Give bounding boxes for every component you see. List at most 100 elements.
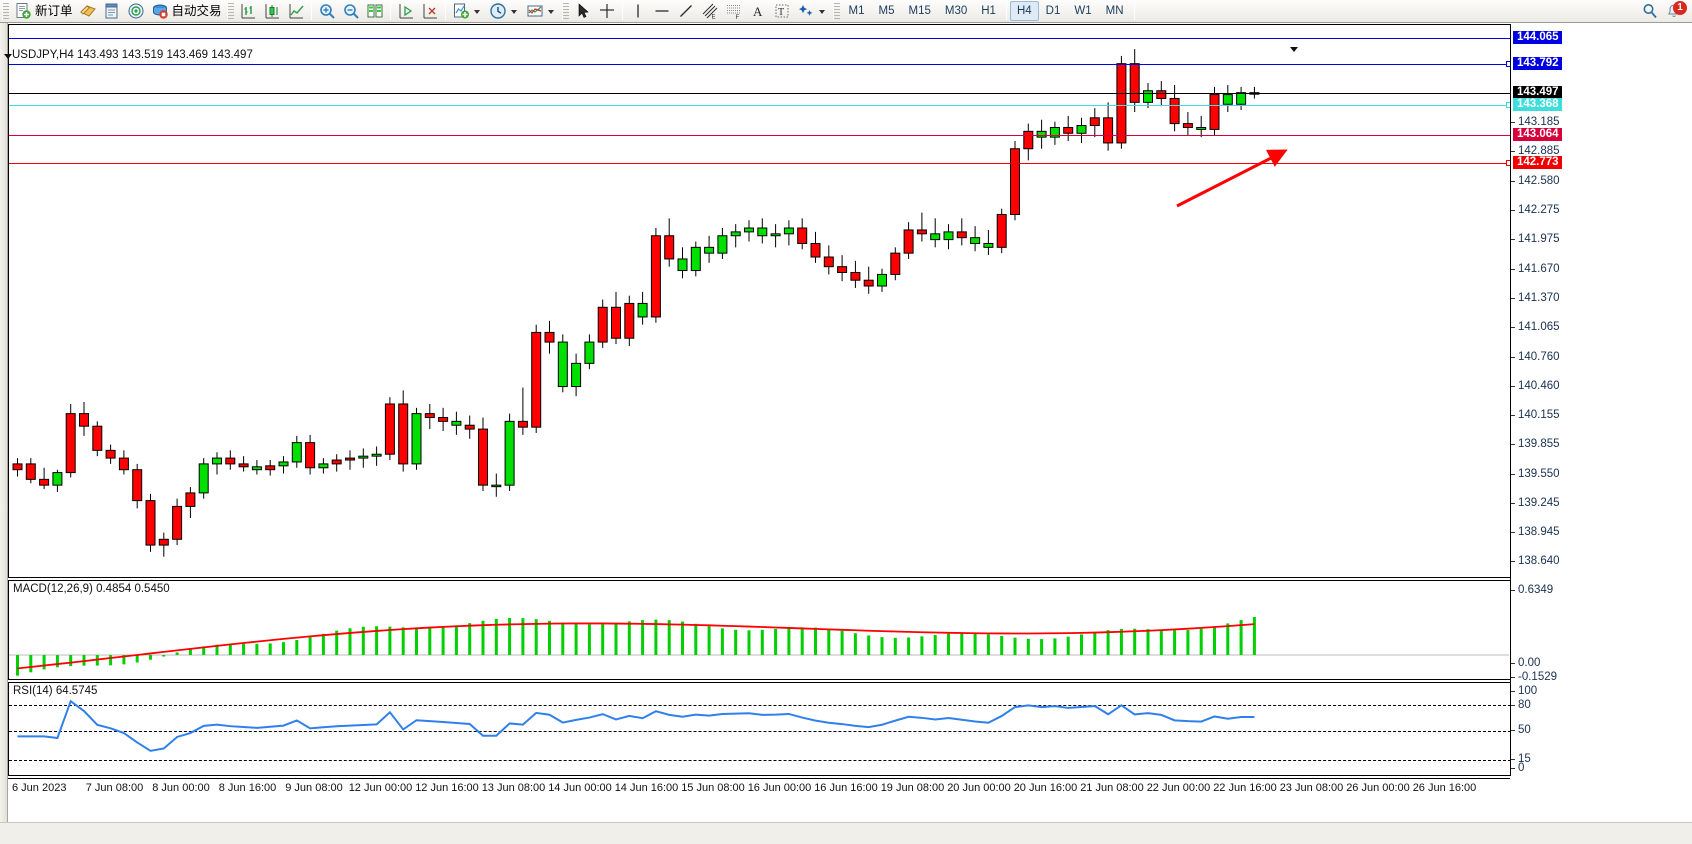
shapes-button[interactable] — [794, 1, 831, 22]
stop-red-line-tag[interactable]: 142.773 — [1513, 155, 1562, 169]
macd-histogram-bar — [1213, 626, 1216, 655]
price-axis[interactable]: 143.185 142.885 142.580 142.275 141.975 141.6… — [1510, 24, 1692, 776]
macd-histogram-bar — [627, 621, 631, 655]
upper-blue-line-tag[interactable]: 144.065 — [1513, 31, 1562, 45]
data-window-button[interactable] — [100, 1, 124, 22]
zoom-out-icon — [342, 2, 360, 20]
macd-histogram-bar — [880, 637, 884, 655]
candle-body — [1222, 94, 1233, 105]
trendline-button[interactable] — [674, 1, 698, 22]
macd-histogram-bar — [1053, 638, 1057, 655]
price-tick: 142.885 — [1511, 145, 1692, 158]
zoom-in-button[interactable] — [315, 1, 339, 22]
notifications-button[interactable]: 1 — [1662, 0, 1687, 22]
macd-histogram-bar — [654, 619, 658, 655]
new-order-label: 新订单 — [35, 3, 73, 18]
timeframe-d1[interactable]: D1 — [1045, 5, 1061, 17]
new-order-button[interactable]: 新订单 — [11, 1, 76, 22]
macd-histogram-bar — [228, 643, 232, 655]
add-indicator-caret-icon[interactable] — [473, 10, 480, 14]
period-button[interactable] — [486, 1, 523, 22]
timeframe-h1[interactable]: H1 — [981, 5, 996, 17]
macd-histogram-bar — [827, 628, 831, 655]
macd-label: MACD(12,26,9) 0.4854 0.5450 — [13, 583, 170, 595]
navigator-button[interactable] — [124, 1, 148, 22]
candle-body — [451, 420, 462, 426]
text-label-button[interactable]: T — [770, 1, 794, 22]
timeframe-h4[interactable]: H4 — [1009, 1, 1039, 21]
search-button[interactable] — [1638, 1, 1662, 22]
timeframe-m15[interactable]: M15 — [908, 5, 931, 17]
price-tick-label: 140.460 — [1518, 379, 1560, 392]
macd-histogram-bar — [135, 655, 139, 663]
tile-windows-icon — [366, 2, 384, 20]
line-chart-button[interactable] — [284, 1, 308, 22]
candle-body — [172, 505, 183, 540]
timeframe-mn[interactable]: MN — [1105, 5, 1124, 17]
macd-histogram-bar — [388, 626, 392, 655]
order-blue-line-tag[interactable]: 143.792 — [1513, 57, 1562, 71]
macd-histogram-bar — [215, 644, 219, 655]
macd-histogram-bar — [1000, 635, 1004, 655]
templates-icon — [526, 2, 544, 20]
macd-histogram-bar — [375, 626, 379, 655]
toolbar-grip-2[interactable] — [226, 2, 234, 20]
macd-histogram-bar — [521, 618, 525, 655]
notification-badge: 1 — [1673, 0, 1687, 15]
cyan-level-line-tag[interactable]: 143.368 — [1513, 98, 1562, 112]
price-pane[interactable] — [8, 24, 1512, 578]
timeframe-m5[interactable]: M5 — [878, 5, 895, 17]
macd-histogram-bar — [787, 627, 791, 655]
chart-shift-button[interactable] — [418, 1, 442, 22]
text-button[interactable]: A — [746, 1, 770, 22]
candle-body — [1076, 125, 1087, 134]
axis-value: 0.6349 — [1518, 584, 1554, 596]
add-indicator-button[interactable] — [449, 1, 486, 22]
equidistant-channel-button[interactable]: E — [698, 1, 722, 22]
toolbar-grip[interactable] — [2, 2, 9, 20]
red-trend-arrow[interactable] — [9, 25, 1509, 577]
candlestick-button[interactable] — [260, 1, 284, 22]
candle-body — [65, 413, 76, 474]
auto-scroll-button[interactable] — [394, 1, 418, 22]
shapes-caret-icon[interactable] — [818, 10, 825, 14]
timeframe-w1[interactable]: W1 — [1074, 5, 1092, 17]
macd-histogram-bar — [574, 623, 578, 655]
templates-button[interactable] — [523, 1, 560, 22]
chart-top-caret-icon[interactable] — [1290, 47, 1298, 52]
rsi-pane[interactable]: RSI(14) 64.5745 — [8, 682, 1511, 776]
zoom-out-button[interactable] — [339, 1, 363, 22]
price-tick: 139.855 — [1511, 438, 1692, 451]
macd-pane[interactable]: MACD(12,26,9) 0.4854 0.5450 — [8, 580, 1510, 680]
macd-histogram-bar — [55, 655, 59, 668]
candle-body — [1010, 148, 1020, 215]
tile-windows-button[interactable] — [363, 1, 387, 22]
period-caret-icon[interactable] — [510, 10, 517, 14]
crosshair-button[interactable] — [595, 1, 619, 22]
price-tick-label: 138.945 — [1518, 526, 1560, 538]
templates-caret-icon[interactable] — [547, 10, 554, 14]
crimson-level-line-tag[interactable]: 143.064 — [1513, 127, 1562, 141]
autotrading-button[interactable]: 自动交易 — [148, 1, 225, 22]
timeframe-m1[interactable]: M1 — [848, 5, 865, 17]
toolbar-grip-3[interactable] — [561, 2, 569, 20]
timeframe-m30[interactable]: M30 — [944, 5, 968, 17]
bar-chart-button[interactable] — [236, 1, 260, 22]
toolbar-grip-4[interactable] — [832, 2, 840, 20]
vertical-line-button[interactable] — [626, 1, 650, 22]
candle-body — [398, 403, 409, 465]
macd-plot — [9, 617, 1509, 676]
bid-price-line-tag[interactable]: 143.497 — [1513, 85, 1562, 99]
horizontal-line-button[interactable] — [650, 1, 674, 22]
macd-histogram-bar — [587, 624, 591, 655]
price-tick-label: 141.065 — [1518, 321, 1560, 334]
cursor-button[interactable] — [571, 1, 595, 22]
macd-histogram-bar — [720, 628, 724, 655]
expert-advisor-button[interactable] — [76, 1, 100, 22]
fibonacci-button[interactable]: F — [722, 1, 746, 22]
candle-body — [557, 341, 568, 388]
chart-menu-caret-icon[interactable] — [4, 54, 12, 59]
macd-histogram-bar — [1066, 636, 1070, 655]
chart-window[interactable]: USDJPY,H4 143.493 143.519 143.469 143.49… — [0, 23, 1692, 822]
